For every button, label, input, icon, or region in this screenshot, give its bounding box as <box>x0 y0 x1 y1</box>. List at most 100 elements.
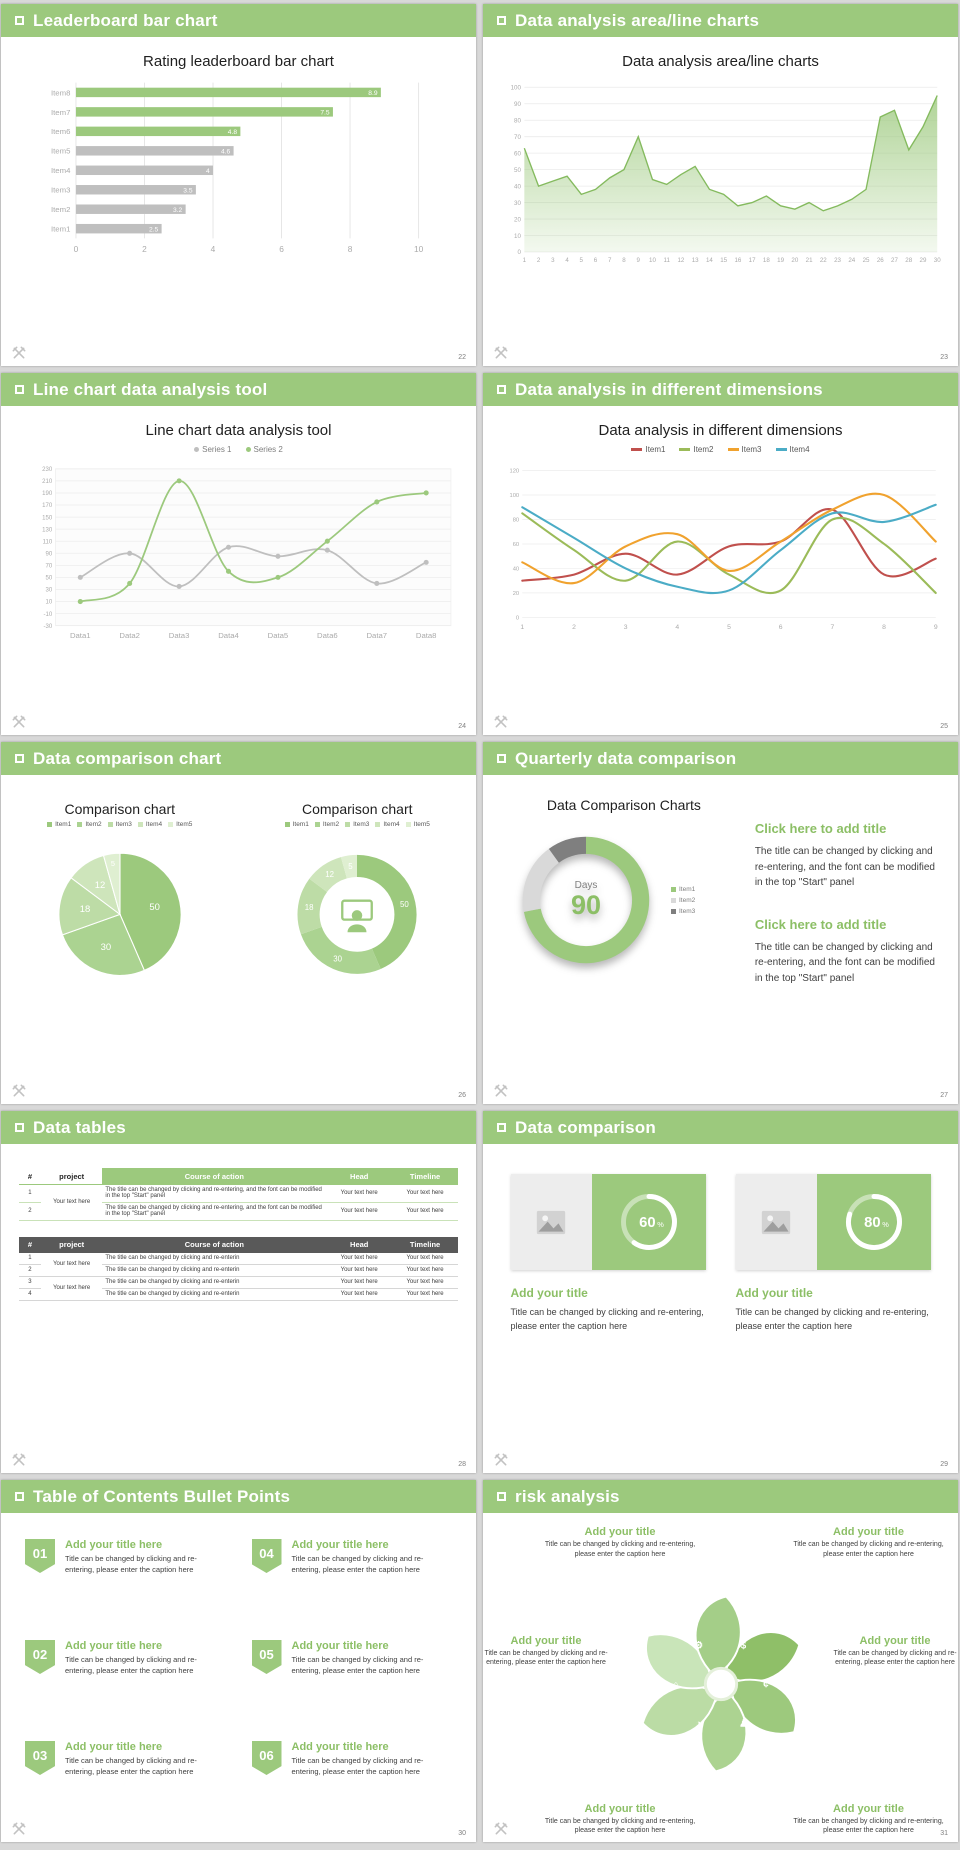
svg-text:12: 12 <box>94 880 105 891</box>
slide-line-chart-tool[interactable]: Line chart data analysis tool Line chart… <box>1 373 476 735</box>
table-cell: Your text here <box>392 1252 458 1265</box>
block-title: Click here to add title <box>754 916 887 932</box>
people-icon: ♟ <box>739 1719 748 1730</box>
legend-label: Item5 <box>176 821 193 828</box>
legend-item: Item1 <box>631 445 665 454</box>
progress-arc <box>845 1194 902 1250</box>
chart-title: Comparison chart <box>302 801 413 817</box>
slide-header: Data analysis area/line charts <box>483 4 958 37</box>
bar <box>76 204 186 214</box>
chart-title: Data analysis area/line charts <box>622 53 819 70</box>
svg-text:60: 60 <box>514 150 521 157</box>
toc-item: 04 Add your title here Title can be chang… <box>251 1539 453 1626</box>
chart-legend: Item1 Item2 Item3 Item4 Item5 <box>284 821 430 828</box>
svg-text:8: 8 <box>348 244 353 254</box>
slide-data-tables[interactable]: Data tables # project Course of action H… <box>1 1111 476 1473</box>
card-title: Add your title <box>510 1286 588 1300</box>
toc-number-badge: 02 <box>25 1640 55 1674</box>
svg-text:28: 28 <box>905 257 912 264</box>
column-header: # <box>19 1168 41 1185</box>
svg-text:8: 8 <box>882 624 886 631</box>
table-row: 1 Your text here The title can be change… <box>19 1184 458 1221</box>
svg-text:27: 27 <box>891 257 898 264</box>
gauge-segment <box>522 848 560 912</box>
svg-text:23: 23 <box>834 257 841 264</box>
text-block: Click here to add title The title can be… <box>755 821 936 891</box>
donut-segment <box>341 854 358 879</box>
pie-slice <box>119 852 182 972</box>
svg-text:50: 50 <box>149 902 160 913</box>
slide-body: Data analysis in different dimensions It… <box>483 406 958 735</box>
slide-data-comparison-cards[interactable]: Data comparison 60% Add your title Title… <box>483 1111 958 1473</box>
svg-text:16: 16 <box>734 257 741 264</box>
legend-label: Item4 <box>145 821 163 828</box>
line-series <box>521 512 937 595</box>
item1-swatch-icon <box>631 448 643 451</box>
legend-label: Item4 <box>383 821 400 828</box>
svg-text:-30: -30 <box>43 624 52 630</box>
svg-text:4: 4 <box>565 257 569 264</box>
line-series <box>521 492 937 585</box>
gauge-donut-chart: Days 90 <box>511 825 661 975</box>
progress-panel: 60% <box>592 1174 706 1270</box>
item3-swatch-icon <box>727 448 739 451</box>
chart-legend: Series 1 Series 2 <box>1 445 476 454</box>
svg-text:20: 20 <box>514 216 521 223</box>
svg-text:1: 1 <box>522 257 526 264</box>
svg-text:110: 110 <box>42 539 52 545</box>
toc-item: 06 Add your title here Title can be chang… <box>251 1741 453 1828</box>
slide-data-comparison-chart[interactable]: Data comparison chart Comparison chart I… <box>1 742 476 1104</box>
donut-chart: 50 30 18 12 5 <box>297 854 417 974</box>
legend-label: Item2 <box>85 821 102 828</box>
slide-dimension-line-chart[interactable]: Data analysis in different dimensions Da… <box>483 373 958 735</box>
svg-text:120: 120 <box>509 469 519 475</box>
presenter-icon <box>341 899 374 933</box>
svg-text:40: 40 <box>514 183 521 190</box>
slide-body: 01 Add your title here Title can be chang… <box>1 1513 476 1842</box>
square-bullet-icon <box>15 1123 24 1132</box>
toc-title: Add your title here <box>291 1741 389 1753</box>
column-header: Course of action <box>102 1236 327 1253</box>
svg-text:5: 5 <box>111 859 115 868</box>
slide-toc-bullet-points[interactable]: Table of Contents Bullet Points 01 Add y… <box>1 1480 476 1842</box>
risk-body: Title can be changed by clicking and re-… <box>544 1541 696 1558</box>
slide-area-line-charts[interactable]: Data analysis area/line charts Data anal… <box>483 4 958 366</box>
table-cell: The title can be changed by clicking and… <box>102 1252 327 1265</box>
gauge-segment <box>523 836 650 964</box>
data-table-dark: # project Course of action Head Timeline… <box>19 1236 458 1301</box>
svg-text:Item5: Item5 <box>51 147 70 156</box>
legend-label: Item5 <box>413 821 430 828</box>
svg-text:2: 2 <box>142 244 147 254</box>
legend-swatch-icon <box>405 822 411 827</box>
slide-leaderboard-bar-chart[interactable]: Leaderboard bar chart Rating leaderboard… <box>1 4 476 366</box>
svg-text:0: 0 <box>517 249 521 256</box>
gauge-segment <box>548 836 587 863</box>
slide-quarterly-comparison[interactable]: Quarterly data comparison Data Compariso… <box>483 742 958 1104</box>
toc-number: 03 <box>32 1747 48 1763</box>
legend-label: Item3 <box>741 445 762 454</box>
svg-text:2.5: 2.5 <box>149 226 159 233</box>
slide-header: Data comparison <box>483 1111 958 1144</box>
table-row: 2 The title can be changed by clicking a… <box>19 1202 458 1221</box>
bar <box>76 87 382 98</box>
svg-text:210: 210 <box>42 479 53 485</box>
donut-segment <box>309 857 348 893</box>
svg-text:9: 9 <box>636 257 640 264</box>
slide-risk-analysis[interactable]: risk analysis $ ¢ ♟ ◔ ⌂ ⚙ Add your title Title… <box>483 1480 958 1842</box>
slide-header: Table of Contents Bullet Points <box>1 1480 476 1513</box>
legend-swatch-icon <box>375 822 381 827</box>
svg-text:13: 13 <box>692 257 699 264</box>
slide-body: 60% Add your title Title can be changed … <box>483 1144 958 1473</box>
slide-body: Data analysis area/line charts 0 10 20 30 40… <box>483 37 958 366</box>
svg-text:14: 14 <box>706 257 713 264</box>
risk-text-block: Add your title Title can be changed by cl… <box>540 1803 700 1836</box>
item4-swatch-icon <box>775 448 787 451</box>
table-cell: 2 <box>19 1264 41 1277</box>
svg-text:Data4: Data4 <box>218 631 239 640</box>
svg-text:70: 70 <box>45 564 52 570</box>
toc-item: 02 Add your title here Title can be chang… <box>25 1640 226 1727</box>
svg-text:18: 18 <box>305 903 314 912</box>
toc-number-badge: 04 <box>251 1539 282 1573</box>
chart-legend: Item1 Item2 Item3 Item4 Item5 <box>47 821 192 828</box>
